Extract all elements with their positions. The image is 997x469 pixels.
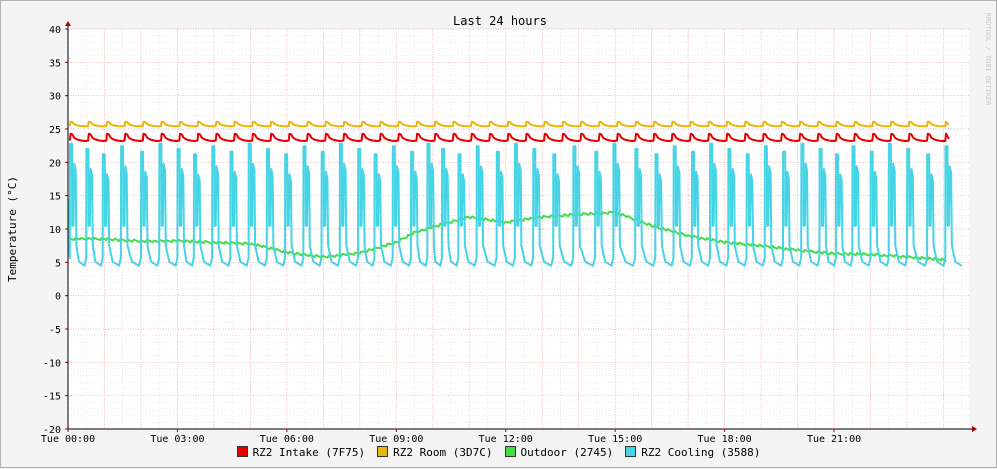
legend-swatch [236,446,248,457]
y-tick-labels: -20 -15 -10 -5 0 5 10 15 20 25 30 35 40 [43,25,61,436]
y-tick-label: 10 [49,225,61,236]
series-line-rz2-room-3d7c [68,120,950,128]
y-tick-label: 20 [49,158,61,169]
x-tick-label: Tue 21:00 [807,434,861,445]
y-tick-label: 25 [49,125,61,136]
legend-swatch [377,446,389,457]
legend-item-rz2-cooling-3588: RZ2 Cooling (3588) [625,446,760,459]
legend: RZ2 Intake (7F75) RZ2 Room (3D7C) Outdoor … [0,446,997,459]
x-tick-label: Tue 03:00 [150,434,204,445]
x-tick-label: Tue 06:00 [260,434,314,445]
x-tick-label: Tue 00:00 [41,434,95,445]
y-axis-label: Temperature (°C) [6,176,19,282]
legend-item-rz2-intake-7f75: RZ2 Intake (7F75) [236,446,366,459]
x-tick-label: Tue 15:00 [588,434,642,445]
chart-title: Last 24 hours [453,14,547,28]
watermark: RRDTOOL / TOBI OETIKER [984,13,992,107]
legend-label: RZ2 Room (3D7C) [393,446,493,459]
x-tick-labels: Tue 00:00 Tue 03:00 Tue 06:00 Tue 09:00 Tue … [41,429,861,445]
y-tick-label: -20 [43,425,61,436]
y-tick-label: 30 [49,92,61,103]
series-line-rz2-cooling-3588 [68,142,963,267]
series-layer [68,120,963,267]
y-tick-label: -15 [43,392,61,403]
x-axis-arrow [972,426,977,432]
legend-swatch [625,446,637,457]
x-tick-label: Tue 09:00 [369,434,423,445]
y-tick-label: 15 [49,192,61,203]
series-line-rz2-intake-7f75 [68,132,950,142]
legend-label: RZ2 Cooling (3588) [641,446,761,459]
legend-item-rz2-room-3d7c: RZ2 Room (3D7C) [377,446,493,459]
series-line-outdoor-2745 [68,210,947,263]
y-tick-label: -5 [49,325,61,336]
legend-swatch [504,446,516,457]
y-tick-label: 0 [55,292,61,303]
y-tick-label: 40 [49,25,61,36]
y-tick-label: 5 [55,258,61,269]
x-tick-label: Tue 18:00 [698,434,752,445]
legend-label: RZ2 Intake (7F75) [252,446,366,459]
legend-label: Outdoor (2745) [520,446,614,459]
y-tick-label: -10 [43,358,61,369]
legend-item-outdoor-2745: Outdoor (2745) [504,446,614,459]
axes [65,21,977,432]
y-tick-label: 35 [49,58,61,69]
x-tick-label: Tue 12:00 [479,434,533,445]
y-axis-arrow [65,21,71,26]
